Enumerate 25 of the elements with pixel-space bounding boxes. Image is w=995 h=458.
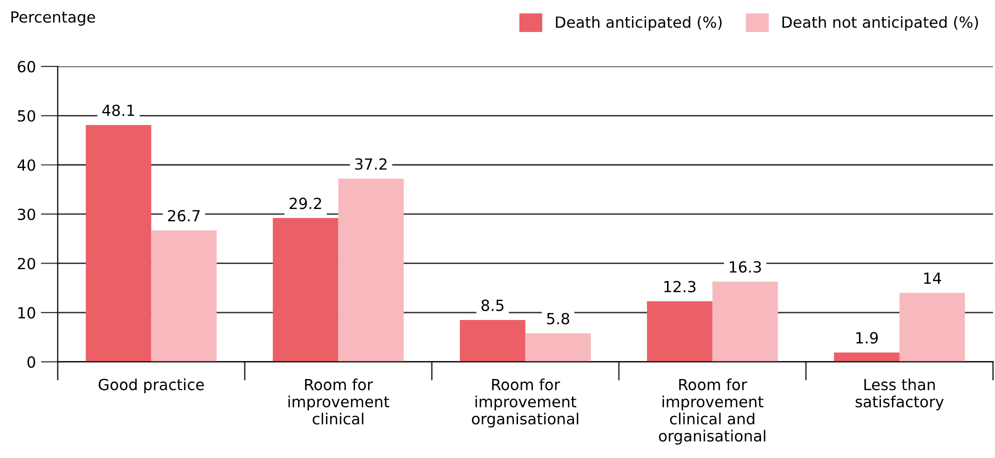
data-label: 29.2 bbox=[290, 198, 322, 210]
data-label: 5.8 bbox=[547, 312, 570, 324]
data-label: 48.1 bbox=[102, 104, 134, 116]
x-tick-label: Less than satisfactory bbox=[856, 378, 944, 410]
y-tick-label: 50 bbox=[18, 110, 36, 122]
y-tick-label: 60 bbox=[18, 60, 36, 72]
legend-label: Death anticipated (%) bbox=[556, 16, 722, 31]
x-tick-label: Good practice bbox=[98, 378, 204, 394]
data-label: 16.3 bbox=[730, 261, 761, 273]
data-label: 26.7 bbox=[168, 210, 200, 222]
y-tick-label: 40 bbox=[17, 159, 36, 171]
x-tick-label: Room for improvement clinical and organisational bbox=[658, 378, 766, 445]
y-tick-label: 20 bbox=[18, 258, 36, 270]
y-axis-title: Percentage bbox=[11, 11, 96, 26]
data-label: 1.9 bbox=[856, 332, 878, 344]
x-tick-label: Room for improvement organisational bbox=[472, 378, 578, 428]
y-tick-label: 10 bbox=[18, 307, 36, 319]
legend-label: Death not anticipated (%) bbox=[782, 16, 978, 31]
data-label: 8.5 bbox=[482, 300, 504, 312]
data-label: 12.3 bbox=[664, 280, 696, 292]
data-label: 14 bbox=[924, 272, 942, 284]
y-tick-label: 30 bbox=[18, 208, 36, 220]
y-tick-label: 0 bbox=[27, 356, 36, 368]
x-tick-label: Room for improvement clinical bbox=[288, 378, 390, 425]
data-label: 37.2 bbox=[355, 158, 387, 170]
